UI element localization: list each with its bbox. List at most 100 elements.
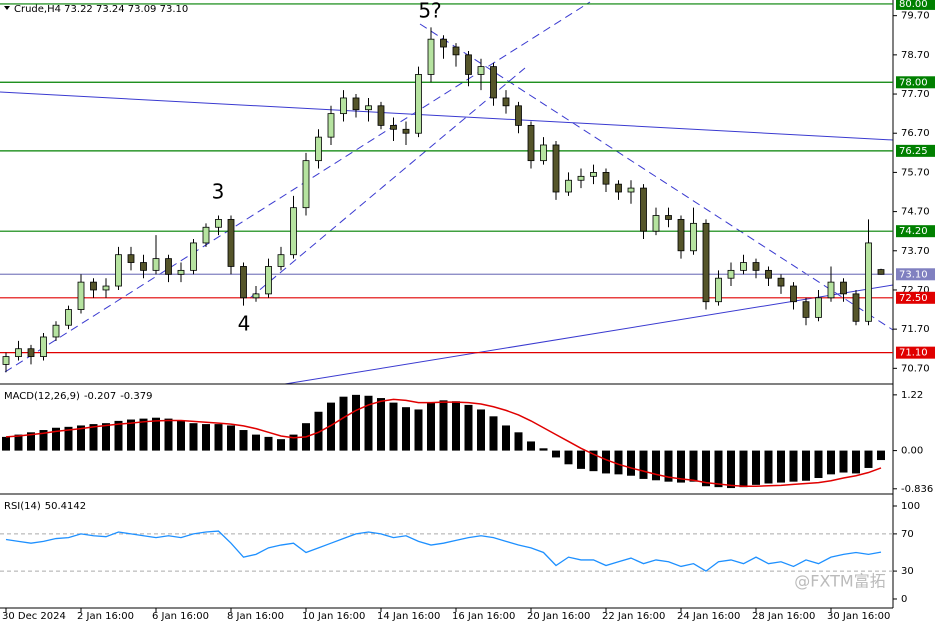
candle-body xyxy=(402,128,410,134)
y-tick-label: 71.70 xyxy=(901,324,930,335)
macd-bar xyxy=(864,450,873,468)
macd-bar xyxy=(414,409,423,451)
x-tick-label: 10 Jan 16:00 xyxy=(302,611,365,622)
trend-line xyxy=(0,91,894,141)
macd-bar xyxy=(514,432,523,451)
macd-bar xyxy=(577,450,585,469)
macd-bar xyxy=(339,396,348,451)
candle-body xyxy=(265,266,272,295)
macd-bar xyxy=(727,450,735,489)
candle-body xyxy=(727,269,735,279)
y-tick-label: 0 xyxy=(901,594,907,605)
candle-body xyxy=(277,254,285,267)
candle-body xyxy=(865,242,872,322)
level-label: 76.25 xyxy=(899,146,928,157)
panel-title: MACD(12,26,9) -0.207 -0.379 xyxy=(4,391,152,402)
macd-bar xyxy=(489,416,498,451)
candle-body xyxy=(52,324,60,338)
macd-bar xyxy=(52,427,60,451)
candle-body xyxy=(27,348,35,357)
macd-bar xyxy=(202,424,210,451)
level-label: 73.10 xyxy=(899,269,928,280)
candle-body xyxy=(827,281,835,299)
chart-header: Crude,H4 73.22 73.24 73.09 73.10 xyxy=(14,4,188,15)
candle-body xyxy=(815,297,822,318)
level-label: 74.20 xyxy=(899,226,928,237)
macd-bar xyxy=(689,450,698,482)
candle-body xyxy=(227,219,235,267)
macd-bar xyxy=(152,417,160,451)
candle-body xyxy=(565,179,572,193)
macd-bar xyxy=(664,450,673,482)
level-label-box xyxy=(896,291,935,304)
macd-bar xyxy=(627,450,635,476)
candle-body xyxy=(677,219,685,252)
candle-body xyxy=(777,277,785,287)
candle-body xyxy=(852,293,860,322)
candle-body xyxy=(877,269,885,275)
macd-bar xyxy=(827,450,835,475)
candle-body xyxy=(327,113,335,138)
candle-body xyxy=(640,187,647,232)
macd-bar xyxy=(452,401,460,451)
x-tick-label: 30 Dec 2024 xyxy=(2,611,66,622)
level-label-box xyxy=(896,346,935,359)
macd-bar xyxy=(352,394,360,451)
candle-body xyxy=(740,262,747,271)
candle-body xyxy=(2,356,10,365)
level-label: 78.00 xyxy=(899,77,928,88)
macd-bar xyxy=(639,450,648,479)
candle-body xyxy=(752,262,760,271)
macd-bar xyxy=(677,450,685,483)
panel-title: RSI(14) 50.4142 xyxy=(4,501,86,512)
y-tick-label: 70 xyxy=(901,529,914,540)
macd-bar xyxy=(877,450,885,461)
candle-body xyxy=(615,183,622,193)
candle-body xyxy=(365,105,372,111)
channel-line xyxy=(249,67,526,299)
candle-body xyxy=(477,66,485,75)
candle-body xyxy=(452,46,460,56)
candle-body xyxy=(465,54,472,75)
macd-bar xyxy=(164,418,173,451)
macd-bar xyxy=(539,448,548,451)
y-tick-label: 0.00 xyxy=(901,446,923,457)
candle-body xyxy=(65,309,72,326)
macd-bar xyxy=(764,450,773,484)
x-tick-label: 22 Jan 16:00 xyxy=(602,611,665,622)
macd-bar xyxy=(739,450,748,488)
x-tick-label: 30 Jan 16:00 xyxy=(827,611,890,622)
macd-bar xyxy=(527,441,535,451)
level-label-box xyxy=(896,76,935,89)
candle-body xyxy=(177,269,185,275)
y-tick-label: 75.70 xyxy=(901,167,930,178)
macd-bar xyxy=(102,423,110,451)
macd-bar xyxy=(389,402,398,451)
macd-bar xyxy=(814,450,823,479)
candle-body xyxy=(577,175,585,181)
candle-body xyxy=(165,258,172,275)
macd-bar xyxy=(614,450,623,475)
y-tick-label: -0.836 xyxy=(901,484,933,495)
candle-body xyxy=(702,222,710,303)
candle-body xyxy=(427,38,435,75)
rsi-line xyxy=(5,530,882,572)
macd-bar xyxy=(364,395,373,451)
candle-body xyxy=(77,281,85,310)
macd-bar xyxy=(264,436,273,451)
candle-body xyxy=(240,266,247,299)
candle-body xyxy=(527,124,535,162)
candle-body xyxy=(202,226,210,244)
signal-line xyxy=(5,398,882,487)
macd-bar xyxy=(189,423,198,451)
macd-bar xyxy=(714,450,723,488)
macd-bar xyxy=(39,430,48,451)
macd-bar xyxy=(427,402,435,451)
macd-bar xyxy=(2,436,10,451)
macd-bar xyxy=(252,434,260,451)
y-tick-label: 74.70 xyxy=(901,207,930,218)
candle-body xyxy=(215,219,222,228)
rsi-value: 50.4142 xyxy=(45,501,86,512)
macd-bar xyxy=(777,450,785,483)
